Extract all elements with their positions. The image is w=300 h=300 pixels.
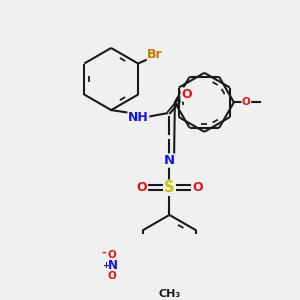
Text: Br: Br [147,48,163,61]
Text: NH: NH [128,111,149,124]
Text: O: O [107,250,116,260]
Text: O: O [107,271,116,281]
Text: S: S [164,180,175,195]
Text: O: O [136,181,147,194]
Text: CH₃: CH₃ [158,289,181,299]
Text: N: N [164,154,175,167]
Text: O: O [192,181,203,194]
Text: -: - [101,248,106,258]
Text: O: O [242,97,251,107]
Text: N: N [108,259,118,272]
Text: +: + [102,261,109,270]
Text: O: O [181,88,192,101]
